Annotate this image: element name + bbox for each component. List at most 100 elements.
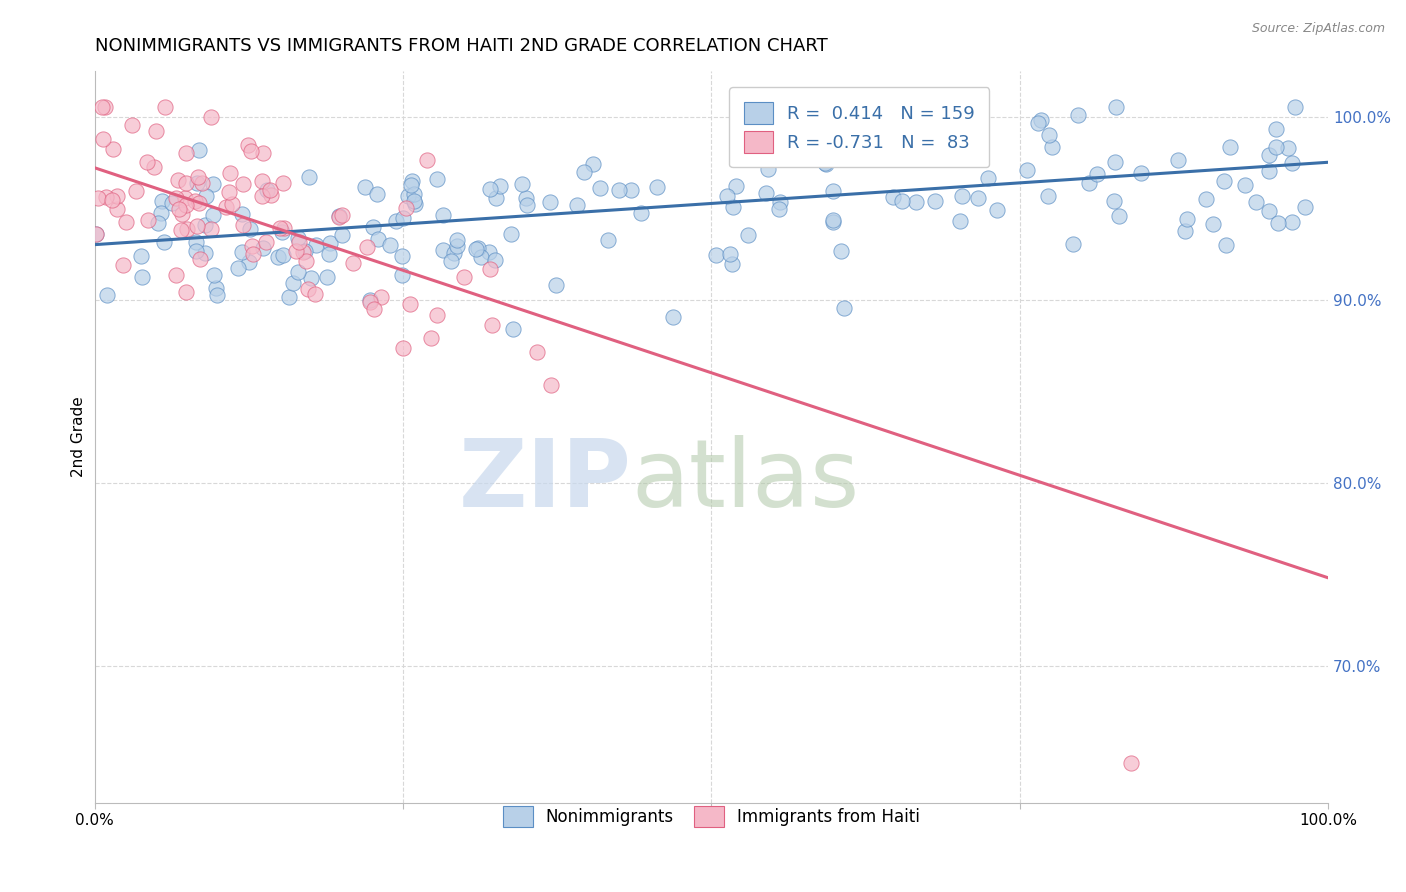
Point [200,111,222,125]
Point [924,194,946,209]
Point [823,213,845,227]
Point [1215,237,1237,252]
Point [967,191,990,205]
Point [768,202,790,216]
Point [135,155,157,169]
Point [1258,148,1281,162]
Point [359,293,381,308]
Point [129,249,152,263]
Point [231,207,253,221]
Point [882,190,904,204]
Point [366,187,388,202]
Point [242,247,264,261]
Point [218,185,240,199]
Point [84,227,107,241]
Point [401,174,423,188]
Point [432,208,454,222]
Point [195,189,218,203]
Point [1281,215,1303,229]
Point [169,222,191,236]
Point [232,177,254,191]
Legend: Nonimmigrants, Immigrants from Haiti: Nonimmigrants, Immigrants from Haiti [494,798,928,835]
Point [404,187,426,202]
Point [484,191,506,205]
Point [392,342,415,356]
Point [773,124,796,138]
Point [1219,140,1241,154]
Point [283,276,305,290]
Point [101,194,124,208]
Point [1294,200,1316,214]
Point [143,160,166,174]
Point [165,268,187,282]
Point [231,219,253,233]
Point [404,194,426,209]
Point [205,281,228,295]
Point [238,255,260,269]
Point [443,246,465,260]
Text: ZIP: ZIP [458,434,631,527]
Point [294,244,316,258]
Point [391,249,413,263]
Point [907,128,929,143]
Point [1028,116,1050,130]
Point [284,244,307,259]
Point [260,188,283,202]
Point [239,221,262,235]
Point [1267,216,1289,230]
Point [353,179,375,194]
Point [186,219,208,234]
Point [721,200,744,214]
Point [240,144,263,158]
Point [1062,237,1084,252]
Point [724,178,747,193]
Point [546,278,568,293]
Point [218,166,240,180]
Point [330,208,353,222]
Point [619,182,641,196]
Point [478,244,501,259]
Point [190,252,212,266]
Point [174,285,197,299]
Point [565,198,588,212]
Point [370,290,392,304]
Point [391,268,413,282]
Point [215,200,238,214]
Point [1085,167,1108,181]
Point [91,100,114,114]
Point [952,189,974,203]
Point [1281,156,1303,170]
Point [150,205,173,219]
Point [202,268,225,282]
Point [589,181,612,195]
Point [378,238,401,252]
Point [305,238,328,252]
Point [221,197,243,211]
Point [173,191,195,205]
Point [131,270,153,285]
Point [1264,122,1286,136]
Point [516,198,538,212]
Point [160,195,183,210]
Point [238,137,260,152]
Point [187,143,209,157]
Point [404,196,426,211]
Point [814,156,837,170]
Point [184,244,207,259]
Point [174,176,197,190]
Point [115,215,138,229]
Point [155,100,177,114]
Point [399,297,422,311]
Point [465,242,488,256]
Point [395,201,418,215]
Y-axis label: 2nd Grade: 2nd Grade [72,396,86,477]
Point [484,252,506,267]
Point [1038,128,1060,142]
Point [1102,194,1125,208]
Point [252,145,274,160]
Point [294,253,316,268]
Point [146,216,169,230]
Point [176,145,198,160]
Point [478,261,501,276]
Point [986,203,1008,218]
